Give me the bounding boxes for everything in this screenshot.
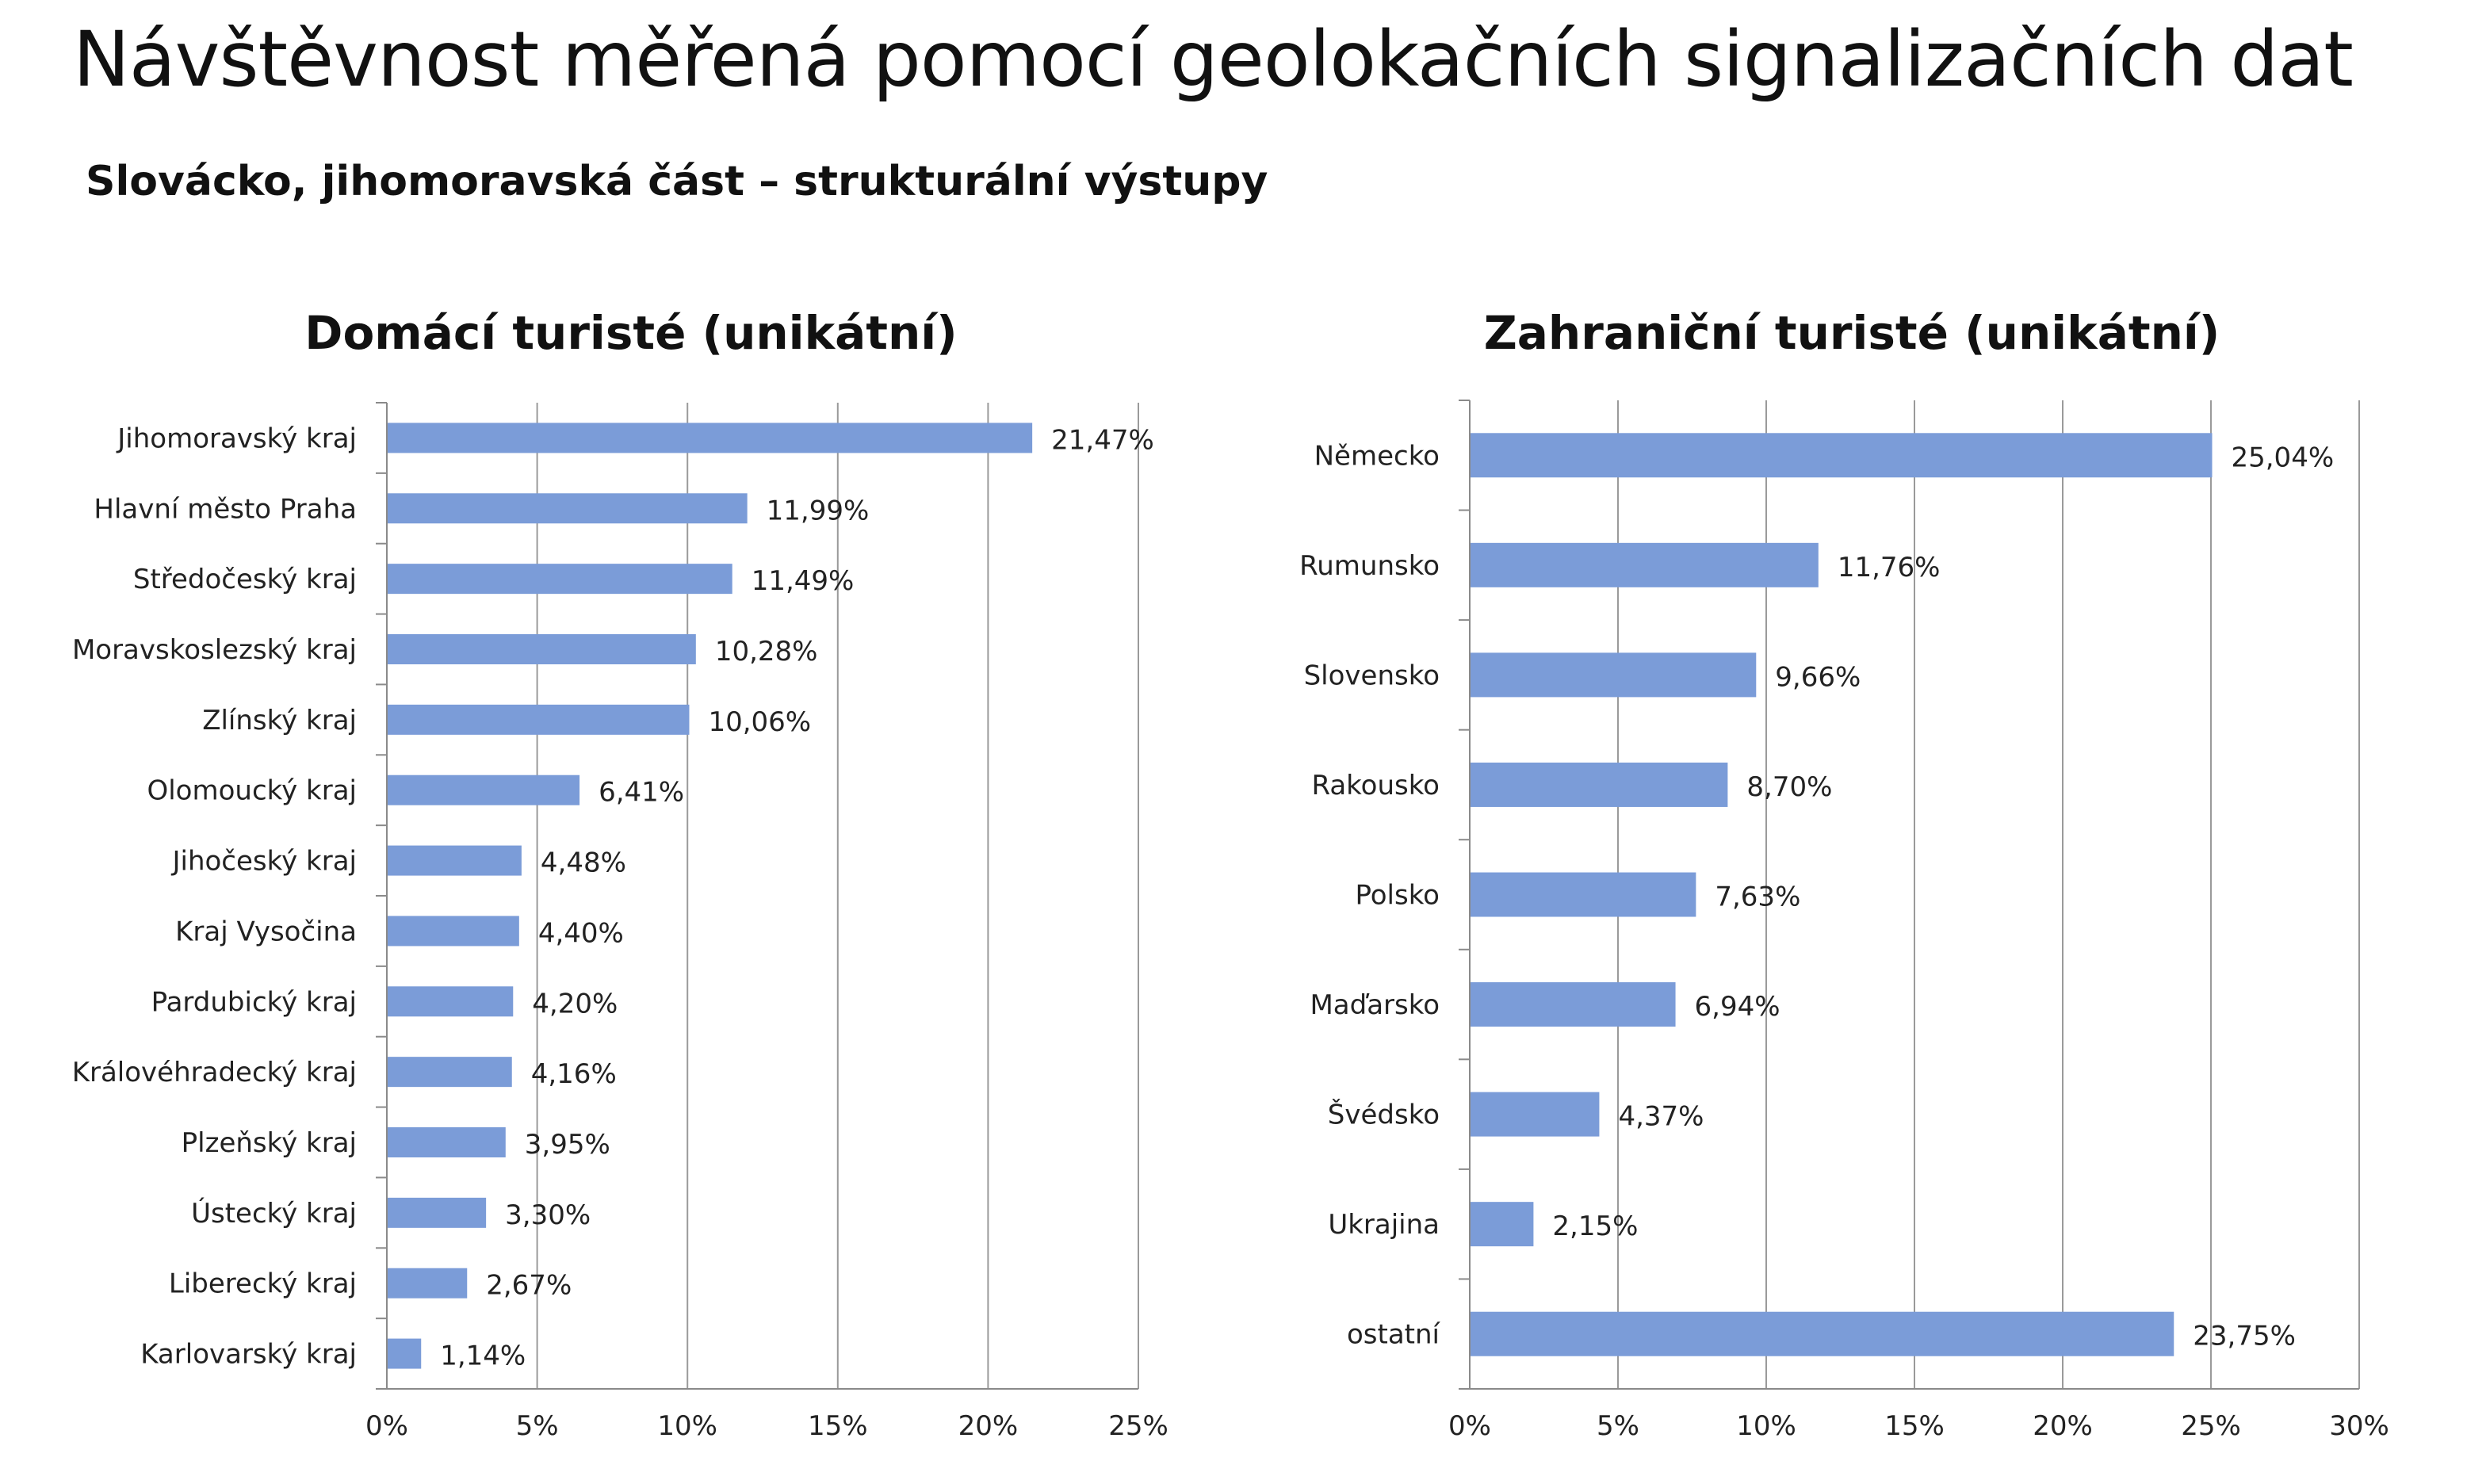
domestic-category-label: Královéhradecký kraj <box>72 1057 357 1088</box>
domestic-x-tick-label: 25% <box>1108 1410 1168 1442</box>
domestic-data-label: 1,14% <box>440 1341 526 1372</box>
domestic-data-label: 4,40% <box>538 917 624 949</box>
foreign-data-label: 23,75% <box>2193 1321 2296 1352</box>
foreign-bar <box>1470 1092 1599 1137</box>
domestic-category-label: Pardubický kraj <box>151 986 357 1018</box>
domestic-category-label: Liberecký kraj <box>169 1268 357 1300</box>
foreign-data-label: 25,04% <box>2231 442 2334 473</box>
domestic-data-label: 11,49% <box>752 565 855 597</box>
domestic-data-label: 11,99% <box>767 495 870 526</box>
domestic-category-label: Olomoucký kraj <box>147 775 357 807</box>
foreign-chart-title: Zahraniční turisté (unikátní) <box>1484 306 2220 360</box>
domestic-bar <box>387 1057 512 1087</box>
domestic-category-label: Plzeňský kraj <box>182 1127 357 1159</box>
foreign-category-label: Maďarsko <box>1310 989 1440 1021</box>
domestic-data-label: 6,41% <box>599 777 684 809</box>
domestic-bar <box>387 564 732 594</box>
foreign-category-label: ostatní <box>1347 1319 1441 1351</box>
domestic-x-tick-label: 15% <box>808 1410 868 1442</box>
domestic-data-label: 4,16% <box>531 1058 617 1090</box>
foreign-data-label: 7,63% <box>1715 882 1800 913</box>
domestic-bar <box>387 846 522 876</box>
domestic-bar <box>387 775 579 805</box>
domestic-category-label: Moravskoslezský kraj <box>72 634 357 666</box>
domestic-category-label: Jihočeský kraj <box>170 846 357 878</box>
domestic-x-tick-label: 20% <box>958 1410 1019 1442</box>
domestic-chart-title: Domácí turisté (unikátní) <box>304 306 957 360</box>
domestic-tourists-chart: Domácí turisté (unikátní) 0% 5% 10% 15% 20% 25… <box>0 0 1234 1484</box>
foreign-x-tick-label: 10% <box>1736 1410 1796 1442</box>
domestic-bar <box>387 705 689 735</box>
domestic-bar <box>387 493 748 523</box>
domestic-bar <box>387 1198 486 1228</box>
foreign-category-label: Polsko <box>1355 880 1440 912</box>
foreign-x-tick-label: 0% <box>1448 1410 1491 1442</box>
foreign-x-tick-label: 30% <box>2329 1410 2389 1442</box>
domestic-data-label: 21,47% <box>1051 424 1154 456</box>
foreign-x-tick-label: 20% <box>2033 1410 2093 1442</box>
foreign-bar <box>1470 1202 1533 1246</box>
foreign-bar <box>1470 433 2212 477</box>
domestic-category-label: Ústecký kraj <box>191 1197 357 1230</box>
foreign-bar <box>1470 763 1727 807</box>
domestic-data-label: 3,30% <box>505 1199 591 1231</box>
domestic-category-label: Kraj Vysočina <box>175 916 357 947</box>
domestic-data-label: 3,95% <box>525 1129 610 1161</box>
domestic-bar <box>387 1127 506 1157</box>
foreign-category-label: Švédsko <box>1328 1099 1440 1131</box>
foreign-x-tick-label: 5% <box>1597 1410 1639 1442</box>
domestic-category-label: Karlovarský kraj <box>140 1339 357 1371</box>
foreign-bar <box>1470 652 1756 697</box>
foreign-category-label: Ukrajina <box>1328 1209 1440 1241</box>
domestic-bar <box>387 916 519 946</box>
foreign-category-label: Rakousko <box>1311 770 1440 801</box>
foreign-data-label: 4,37% <box>1618 1101 1704 1133</box>
foreign-bar <box>1470 1312 2174 1356</box>
foreign-data-label: 11,76% <box>1838 552 1941 583</box>
domestic-bar <box>387 634 696 664</box>
domestic-x-tick-label: 10% <box>657 1410 717 1442</box>
foreign-bar <box>1470 982 1676 1027</box>
foreign-category-label: Německo <box>1314 440 1440 472</box>
domestic-x-tick-label: 0% <box>365 1410 408 1442</box>
foreign-x-tick-label: 15% <box>1884 1410 1945 1442</box>
domestic-data-label: 4,48% <box>541 847 626 879</box>
foreign-tourists-chart: Zahraniční turisté (unikátní) 0% 5% 10% 15% 2… <box>1234 0 2467 1484</box>
foreign-data-label: 2,15% <box>1552 1211 1638 1242</box>
domestic-data-label: 2,67% <box>486 1270 572 1302</box>
foreign-bar <box>1470 873 1696 917</box>
foreign-category-label: Slovensko <box>1304 660 1440 691</box>
foreign-data-label: 6,94% <box>1695 991 1780 1023</box>
domestic-category-label: Zlínský kraj <box>202 705 357 736</box>
domestic-data-label: 4,20% <box>532 988 618 1019</box>
domestic-bar <box>387 986 513 1016</box>
foreign-x-tick-label: 25% <box>2181 1410 2241 1442</box>
foreign-bar <box>1470 543 1819 587</box>
foreign-category-label: Rumunsko <box>1299 550 1440 582</box>
domestic-category-label: Středočeský kraj <box>133 564 357 595</box>
domestic-category-label: Jihomoravský kraj <box>116 423 357 454</box>
domestic-bar <box>387 1339 421 1369</box>
domestic-bar <box>387 423 1032 453</box>
domestic-data-label: 10,28% <box>715 636 818 667</box>
foreign-data-label: 9,66% <box>1775 661 1861 693</box>
domestic-category-label: Hlavní město Praha <box>94 493 357 525</box>
domestic-data-label: 10,06% <box>708 706 811 738</box>
foreign-data-label: 8,70% <box>1746 771 1832 803</box>
domestic-bar <box>387 1268 467 1298</box>
domestic-x-tick-label: 5% <box>516 1410 559 1442</box>
